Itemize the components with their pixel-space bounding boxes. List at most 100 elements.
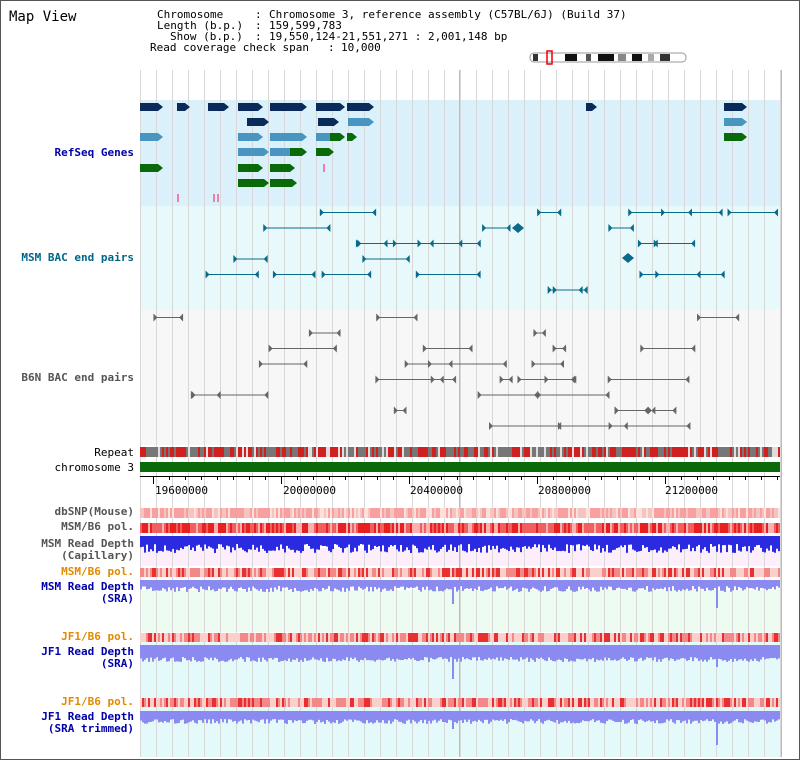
karyotype-ideogram[interactable] (529, 50, 687, 65)
repeat-segment (146, 447, 148, 457)
msm-pol2-cell (306, 568, 308, 577)
msm-capillary-depth (208, 536, 210, 547)
dbsnp-cell (656, 508, 658, 518)
msm-pol2-cell (248, 568, 250, 577)
msm-sra-depth (238, 580, 240, 589)
jf1-pol-cell (310, 633, 312, 642)
repeat-segment (712, 447, 714, 457)
msm-pol-cell (250, 523, 252, 533)
jf1-pol2-cell (630, 698, 632, 707)
jf1-pol-cell (244, 633, 246, 642)
gene-arrow (258, 133, 263, 141)
msm-pol-cell (734, 523, 736, 533)
msm-pol2-cell (586, 568, 588, 577)
msm-pol-cell (316, 523, 318, 533)
jf1-pol2-cell (422, 698, 424, 707)
gene-feature (238, 103, 258, 111)
dbsnp-cell (718, 508, 720, 518)
repeat-segment (540, 447, 542, 457)
msm-sra-depth (338, 580, 340, 591)
msm-capillary-depth (662, 536, 664, 553)
msm-pol2-cell (322, 568, 324, 577)
jf1-trim-depth (190, 711, 192, 722)
jf1-sra-depth (216, 645, 218, 660)
msm-capillary-depth (426, 536, 428, 550)
jf1-pol-cell (458, 633, 460, 642)
jf1-sra-depth (364, 645, 366, 659)
msm-pol-cell (746, 523, 748, 533)
msm-capillary-depth (762, 536, 764, 552)
repeat-segment (622, 447, 624, 457)
jf1-trim-depth (698, 711, 700, 724)
jf1-trim-depth (374, 711, 376, 723)
jf1-pol2-cell (546, 698, 548, 707)
jf1-trim-depth (492, 711, 494, 720)
msm-pol2-cell (256, 568, 258, 577)
dbsnp-cell (502, 508, 504, 518)
msm-sra-depth (140, 580, 142, 590)
jf1-trim-depth (322, 711, 324, 722)
jf1-pol2-cell (598, 698, 600, 707)
jf1-pol2-cell (256, 698, 258, 707)
jf1-trim-depth (560, 711, 562, 723)
msm-pol2-cell (736, 568, 738, 577)
jf1-trim-depth (588, 711, 590, 722)
jf1-pol2-cell (202, 698, 204, 707)
jf1-sra-depth (156, 645, 158, 658)
dbsnp-cell (492, 508, 494, 518)
jf1-trim-depth (414, 711, 416, 722)
jf1-sra-depth (612, 645, 614, 661)
msm-pol-cell (626, 523, 628, 533)
msm-pol-cell (546, 523, 548, 533)
msm-capillary-depth (708, 536, 710, 553)
jf1-pol2-cell (716, 698, 718, 707)
repeat-segment (674, 447, 676, 457)
jf1-pol2-cell (460, 698, 462, 707)
jf1-sra-depth (462, 645, 464, 658)
msm-sra-depth (194, 580, 196, 589)
msm-pol2-cell (606, 568, 608, 577)
jf1-sra-depth (402, 645, 404, 661)
dbsnp-cell (150, 508, 152, 518)
msm-pol2-cell (514, 568, 516, 577)
msm-sra-depth (302, 580, 304, 592)
dbsnp-cell (394, 508, 396, 518)
jf1-pol2-cell (520, 698, 522, 707)
jf1-pol2-cell (710, 698, 712, 707)
repeat-segment (718, 447, 720, 457)
msm-pol2-cell (646, 568, 648, 577)
msm-pol2-cell (140, 568, 142, 577)
jf1-trim-depth (466, 711, 468, 722)
msm-pol2-cell (472, 568, 474, 577)
jf1-trim-depth (154, 711, 156, 720)
msm-pol2-cell (592, 568, 594, 577)
jf1-pol2-cell (748, 698, 750, 707)
repeat-segment (602, 447, 604, 457)
msm-pol2-cell (624, 568, 626, 577)
msm-pol2-cell (182, 568, 184, 577)
msm-pol-cell (258, 523, 260, 533)
jf1-sra-depth (242, 645, 244, 660)
jf1-trim-depth (406, 711, 408, 721)
msm-capillary-depth (560, 536, 562, 552)
dbsnp-cell (726, 508, 728, 518)
jf1-pol-cell (252, 633, 254, 642)
msm-pol-cell (162, 523, 164, 533)
jf1-sra-depth (730, 645, 732, 660)
msm-capillary-depth (366, 536, 368, 553)
msm-pol2-cell (562, 568, 564, 577)
repeat-segment (286, 447, 288, 457)
msm-capillary-depth (554, 536, 556, 548)
repeat-segment (210, 447, 212, 457)
msm-capillary-depth (622, 536, 624, 548)
dbsnp-cell (258, 508, 260, 518)
jf1-pol2-cell (568, 698, 570, 707)
dbsnp-cell (738, 508, 740, 518)
msm-pol2-cell (278, 568, 280, 577)
dbsnp-cell (636, 508, 638, 518)
jf1-trim-depth (246, 711, 248, 721)
track-label-line: (Capillary) (61, 549, 134, 562)
gene-feature (290, 148, 302, 156)
jf1-pol2-cell (668, 698, 670, 707)
